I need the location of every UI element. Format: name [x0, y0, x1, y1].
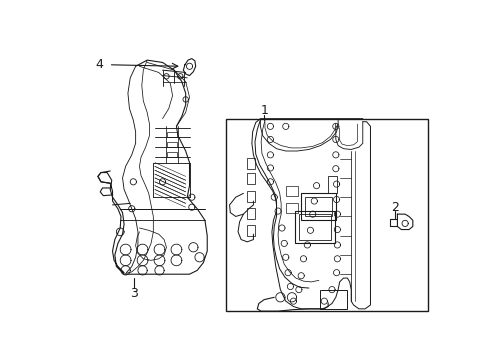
Bar [299, 214, 331, 240]
Bar [305, 197, 332, 216]
Bar [320, 289, 347, 309]
Text: 3: 3 [130, 287, 138, 300]
Bar [286, 186, 298, 195]
Bar [247, 173, 255, 184]
Bar [295, 211, 335, 243]
Bar [247, 208, 255, 219]
Bar [167, 142, 177, 147]
Text: 2: 2 [391, 201, 399, 214]
Bar [226, 119, 428, 311]
Text: 1: 1 [260, 104, 268, 117]
Bar [301, 193, 336, 220]
Bar [167, 152, 177, 157]
Bar [167, 132, 177, 137]
Bar [328, 176, 337, 193]
Bar [247, 225, 255, 236]
Bar [247, 191, 255, 202]
Text: 4: 4 [96, 58, 103, 71]
Bar [286, 203, 298, 213]
Bar [247, 158, 255, 169]
